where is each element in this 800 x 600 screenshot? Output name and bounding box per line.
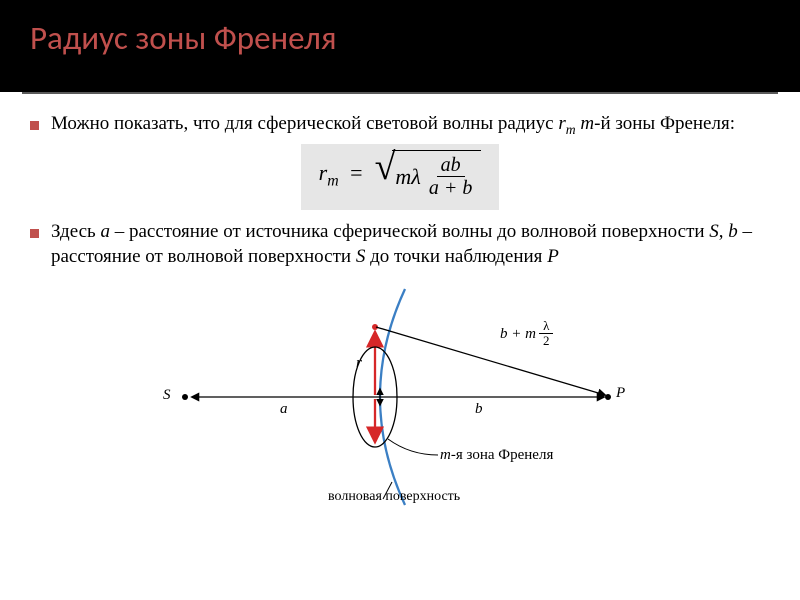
- label-wave-surface: волновая поверхность: [328, 489, 460, 505]
- label-S: S: [163, 387, 171, 404]
- b2-b: b: [728, 221, 738, 242]
- b1-rm: m: [566, 122, 576, 137]
- bm-frac: λ 2: [539, 319, 554, 349]
- bullet-2-text: Здесь a – расстояние от источника сферич…: [51, 220, 770, 269]
- bm-num: λ: [539, 319, 553, 334]
- formula-lhs: rm =: [319, 160, 369, 190]
- f-r: r: [319, 160, 328, 185]
- bullet-marker-icon: [30, 229, 39, 238]
- zone-post: -я зона Френеля: [451, 447, 554, 463]
- f-den: a + b: [425, 177, 477, 200]
- hypotenuse: [376, 327, 605, 395]
- label-b-plus-m: b + m λ 2: [500, 319, 553, 349]
- sqrt-bar: mλ ab a + b: [392, 150, 481, 200]
- point-S: [182, 394, 188, 400]
- bullet-marker-icon: [30, 121, 39, 130]
- bullet-1: Можно показать, что для сферической свет…: [30, 112, 770, 138]
- f-m: m: [327, 173, 338, 190]
- b1-pre: Можно показать, что для сферической свет…: [51, 113, 558, 134]
- bullet-1-text: Можно показать, что для сферической свет…: [51, 112, 735, 138]
- fresnel-diagram: S P r a b b + m λ 2 m-я зона Френеля вол…: [150, 277, 650, 505]
- diagram-wrap: S P r a b b + m λ 2 m-я зона Френеля вол…: [30, 277, 770, 505]
- bm-den: 2: [539, 334, 554, 349]
- label-b: b: [475, 401, 483, 418]
- label-zone: m-я зона Френеля: [440, 447, 553, 464]
- slide-title: Радиус зоны Френеля: [30, 18, 770, 58]
- zone-pointer: [388, 439, 438, 455]
- f-frac: ab a + b: [425, 154, 477, 200]
- bm-pre: b + m: [500, 326, 536, 343]
- b2-S2: S: [356, 246, 366, 267]
- f-eq: =: [350, 160, 362, 185]
- b2-2: ,: [719, 221, 729, 242]
- b2-0: Здесь: [51, 221, 100, 242]
- b2-S: S: [709, 221, 719, 242]
- f-num: ab: [437, 154, 465, 177]
- label-P: P: [616, 385, 625, 402]
- b2-1: – расстояние от источника сферической во…: [110, 221, 709, 242]
- b1-m: m: [580, 113, 594, 134]
- point-P: [605, 394, 611, 400]
- formula-wrap: rm = √ mλ ab a + b: [30, 144, 770, 210]
- f-mlambda: mλ: [395, 164, 420, 190]
- slide-header: Радиус зоны Френеля: [0, 0, 800, 92]
- bullet-2: Здесь a – расстояние от источника сферич…: [30, 220, 770, 269]
- b2-P: P: [547, 246, 559, 267]
- b1-r: r: [558, 113, 565, 134]
- label-a: a: [280, 401, 288, 418]
- b2-a: a: [100, 221, 110, 242]
- formula-box: rm = √ mλ ab a + b: [301, 144, 500, 210]
- content-area: Можно показать, что для сферической свет…: [0, 94, 800, 505]
- zone-m: m: [440, 447, 451, 463]
- label-r: r: [356, 355, 362, 372]
- b1-post: -й зоны Френеля:: [594, 113, 735, 134]
- b2-4: до точки наблюдения: [365, 246, 547, 267]
- diagram-svg: [150, 277, 650, 505]
- sqrt: √ mλ ab a + b: [375, 150, 482, 200]
